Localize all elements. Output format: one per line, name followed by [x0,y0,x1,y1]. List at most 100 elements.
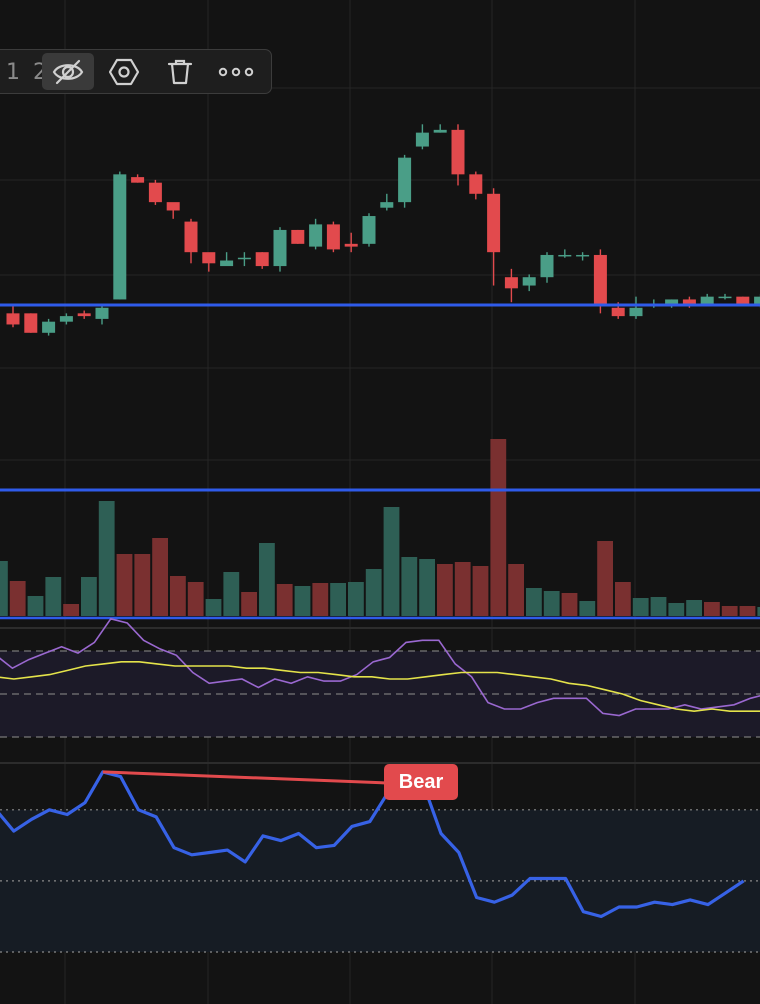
rsi-band-background [0,650,760,738]
candle-body-27 [487,193,501,253]
volume-bar-4 [63,604,79,616]
volume-bar-38 [668,603,685,616]
horizontal-lines[interactable] [0,303,760,620]
volume-bar-3 [45,577,62,616]
drawing-toolbar: 1 2 [0,49,272,94]
volume-bar-9 [152,538,168,616]
rsi-ma-line [0,660,760,713]
volume-bar-13 [223,572,240,616]
candle-body-37 [665,299,679,305]
candle-body-21 [380,202,394,208]
volume-bar-12 [205,599,222,616]
volume-bar-21 [365,569,382,616]
volume-bar-39 [686,600,702,616]
candle-body-4 [77,313,91,317]
candle-body-28 [504,277,518,289]
more-button[interactable] [210,53,262,90]
volume-bar-7 [116,554,133,616]
volume-bar-10 [170,576,186,616]
candle-body-29 [522,277,536,286]
volume-bar-16 [276,584,293,616]
volume-bar-2 [27,596,44,616]
rsi-lines [0,617,760,717]
candle-body-34 [611,307,625,317]
volume-bar-25 [437,564,453,616]
volume-bar-18 [312,583,329,616]
candle-body-3 [59,316,73,322]
volume-bar-26 [454,562,471,616]
volume-bar-29 [508,564,524,616]
candle-body-22 [398,157,412,203]
oscillator-line [0,770,745,919]
candle-body-9 [166,202,180,211]
volume-bar-35 [615,582,631,616]
candle-body-31 [558,254,572,257]
volume-bar-0 [0,561,8,616]
candle-body-24 [433,129,447,133]
settings-icon [109,58,139,85]
oscillator-lines [0,770,745,919]
settings-button[interactable] [98,53,150,90]
rsi-line [0,617,760,717]
candle-body-15 [273,229,287,267]
candle-body-39 [700,296,714,305]
volume-bar-6 [98,501,115,616]
volume-bar-5 [81,577,97,616]
volume-bar-17 [294,586,311,616]
volume-bar-31 [543,591,560,616]
candle-body-11 [202,252,216,264]
candle-body-40 [718,296,732,299]
candle-body-5 [95,307,109,319]
candle-body-18 [326,224,340,250]
candle-body-33 [593,254,607,305]
candle-body-2 [42,321,56,333]
candle-body-10 [184,221,198,253]
candle-body-0 [6,313,20,325]
delete-button[interactable] [154,53,206,90]
volume-bar-11 [187,582,204,616]
volume-bar-20 [348,582,364,616]
volume-bar-42 [739,606,756,616]
candle-body-38 [682,299,696,305]
price-candles [6,124,760,336]
volume-bar-27 [472,566,489,616]
series-number-text: 1 2 [6,60,50,85]
volume-bar-24 [419,559,435,616]
candle-body-35 [629,307,643,317]
candle-body-25 [451,129,465,175]
bear-divergence-label: Bear [384,764,458,800]
candle-body-19 [344,243,358,247]
bear-divergence-line [102,770,406,786]
volume-bar-14 [241,592,257,616]
volume-bar-15 [259,543,275,616]
oscillator-band-background [0,809,760,953]
candle-body-41 [736,296,750,305]
volume-bar-36 [632,598,649,616]
candle-body-30 [540,254,554,278]
candle-body-42 [754,296,760,305]
eye-off-icon [52,59,84,84]
volume-bar-37 [650,597,667,616]
candle-body-32 [576,254,590,257]
candle-body-6 [113,174,127,300]
volume-bar-23 [401,557,418,616]
volume-bar-34 [597,541,613,616]
volume-bar-43 [757,607,760,616]
candle-body-17 [309,224,323,247]
candle-body-26 [469,174,483,194]
volume-bar-41 [721,606,738,616]
volume-bar-22 [383,507,400,616]
volume-bar-33 [579,601,596,616]
candle-body-7 [131,177,145,183]
candle-body-14 [255,252,269,267]
trash-icon [167,59,193,84]
candle-body-16 [291,229,305,244]
hide-button[interactable] [42,53,94,90]
volume-bar-32 [561,593,578,616]
volume-bars [0,439,760,616]
candle-body-1 [24,313,38,333]
volume-bar-19 [330,583,346,616]
volume-bar-8 [134,554,151,616]
volume-bar-30 [526,588,542,616]
